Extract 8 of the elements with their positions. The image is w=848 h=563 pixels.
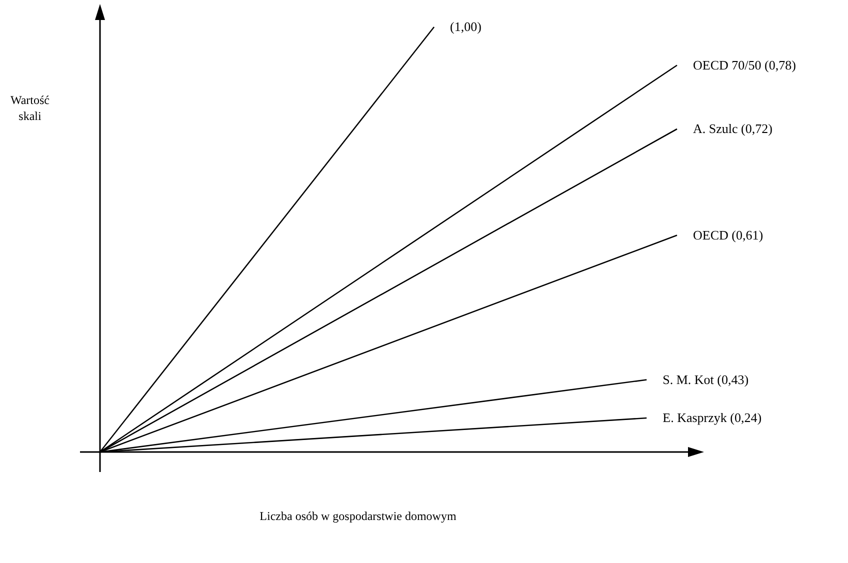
- y-axis-title: Wartość skali: [10, 93, 50, 123]
- x-axis-title: Liczba osób w gospodarstwie domowym: [260, 509, 457, 523]
- series-label: S. M. Kot (0,43): [662, 372, 749, 387]
- series-label: OECD (0,61): [693, 227, 764, 242]
- series-label: E. Kasprzyk (0,24): [662, 410, 762, 425]
- series-label: A. Szulc (0,72): [693, 121, 772, 136]
- series-label: (1,00): [450, 19, 482, 34]
- series-label: OECD 70/50 (0,78): [693, 57, 796, 72]
